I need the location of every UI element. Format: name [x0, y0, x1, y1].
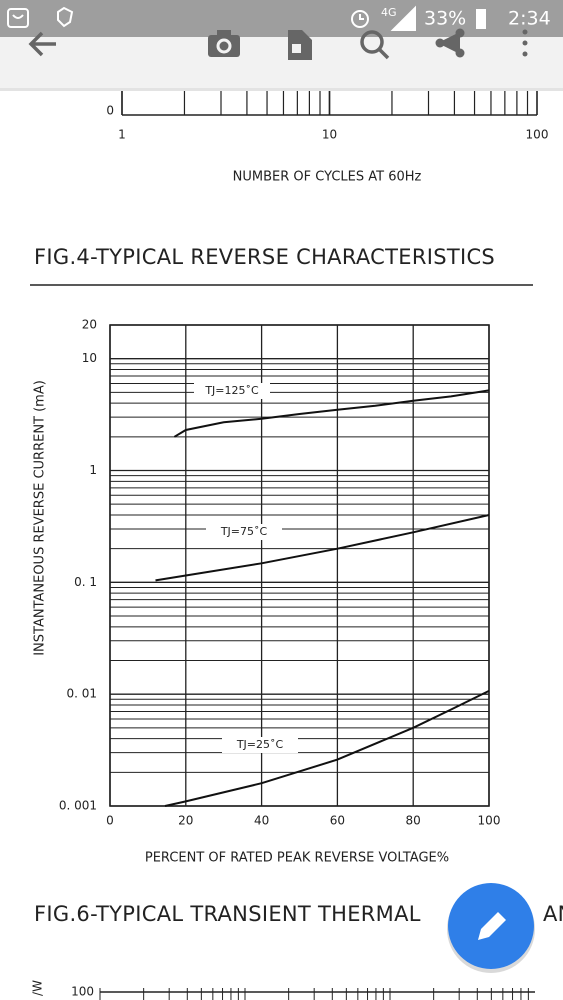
clock: 2:34 — [508, 8, 551, 30]
toolbar-shadow — [0, 88, 563, 91]
signal-icon — [390, 5, 416, 31]
y-tick-label: 0. 001 — [59, 799, 97, 813]
y-tick-label: 0. 01 — [66, 687, 97, 701]
y-tick-label: 10 — [82, 351, 97, 365]
more-button[interactable] — [522, 29, 528, 57]
x-tick-label: 1 — [118, 128, 126, 142]
toolbar-actions — [28, 28, 528, 60]
x-tick-label: 60 — [330, 814, 345, 828]
x-tick-label: 80 — [406, 814, 421, 828]
alarm-icon — [359, 14, 364, 20]
x-tick-label: 10 — [322, 128, 337, 142]
y-tick-label: 0 — [106, 104, 114, 118]
next-figure-title-tail: AN — [543, 902, 563, 926]
status-icons — [7, 5, 486, 31]
series-label: TJ=75˚C — [220, 525, 268, 538]
share-button[interactable] — [435, 28, 465, 58]
edit-fab[interactable] — [447, 883, 535, 973]
figure-title: FIG.4-TYPICAL REVERSE CHARACTERISTICS — [34, 245, 495, 269]
alarm-icon — [351, 10, 369, 28]
back-button[interactable] — [28, 31, 56, 57]
x-tick-label: 100 — [478, 814, 501, 828]
series-label-bg — [206, 524, 282, 540]
top-x-label: NUMBER OF CYCLES AT 60Hz — [233, 170, 422, 185]
plot-frame — [109, 324, 490, 807]
page-button[interactable] — [288, 30, 312, 60]
series-label: TJ=125˚C — [204, 384, 259, 397]
x-axis-label: PERCENT OF RATED PEAK REVERSE VOLTAGE% — [145, 851, 449, 866]
x-tick-label: 40 — [254, 814, 269, 828]
next-y-label: /W — [31, 980, 45, 996]
battery-icon — [476, 9, 486, 29]
notification-icon — [57, 6, 74, 28]
y-tick-label: 100 — [71, 985, 94, 999]
status-bar — [0, 0, 563, 37]
document: NUMBER OF CYCLES AT 60Hz FIG.4-TYPICAL R… — [30, 170, 563, 996]
battery-level: 33% — [424, 8, 466, 30]
series-label-bg — [194, 383, 270, 399]
notification-icon — [12, 14, 24, 19]
x-tick-label: 100 — [526, 128, 549, 142]
network-type: 4G — [381, 6, 397, 19]
y-tick-label: 0. 1 — [74, 575, 97, 589]
series-line — [164, 690, 490, 807]
x-tick-label: 20 — [178, 814, 193, 828]
plots: 1 10 100 0 20 10 1 0. 1 0. 01 0. 001 0 20 40 60 80 100 T… — [59, 86, 549, 1000]
camera-button[interactable] — [208, 30, 240, 57]
series-line — [155, 514, 490, 582]
y-tick-label: 20 — [82, 318, 97, 332]
series-line — [173, 389, 490, 438]
next-figure-title: FIG.6-TYPICAL TRANSIENT THERMAL — [34, 902, 421, 926]
y-tick-label: 1 — [89, 463, 97, 477]
search-button[interactable] — [360, 30, 390, 60]
series-label: TJ=25˚C — [236, 738, 284, 751]
y-axis-label: INSTANTANEOUS REVERSE CURRENT (mA) — [33, 380, 48, 656]
series-label-bg — [222, 737, 298, 753]
notification-icon — [7, 8, 29, 28]
plot-area: 20 10 1 0. 1 0. 01 0. 001 0 20 40 60 80 100 TJ=125˚C… — [59, 318, 501, 828]
x-tick-label: 0 — [106, 814, 114, 828]
